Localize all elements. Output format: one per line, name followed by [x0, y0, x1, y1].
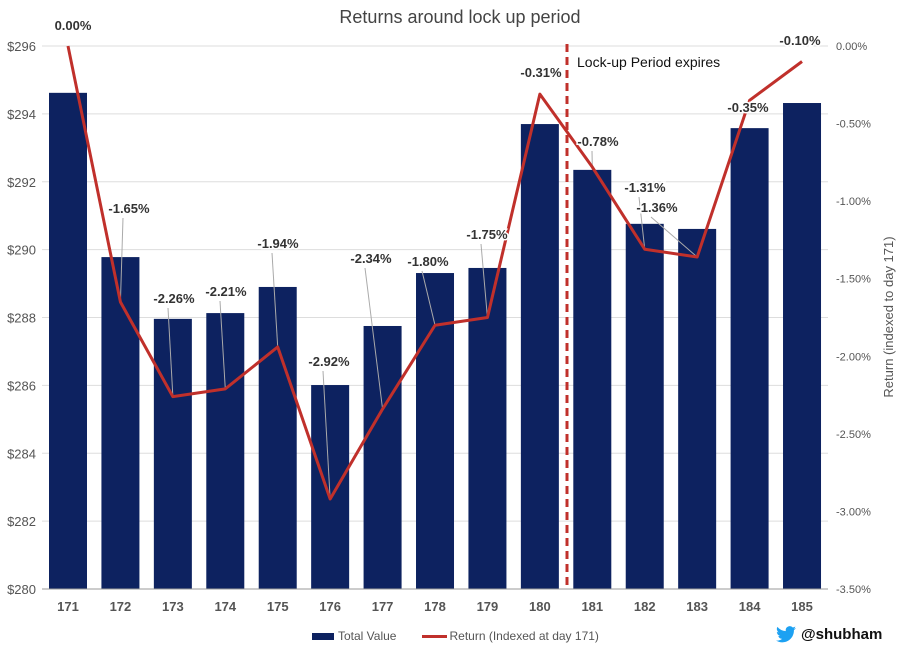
data-label: -0.31% — [520, 65, 562, 80]
left-tick-label: $288 — [7, 311, 36, 326]
left-tick-label: $282 — [7, 514, 36, 529]
x-tick-label: 175 — [267, 599, 289, 614]
x-tick-label: 176 — [319, 599, 341, 614]
twitter-handle: @shubham — [776, 626, 882, 643]
x-tick-label: 185 — [791, 599, 813, 614]
data-label: -0.10% — [779, 33, 821, 48]
twitter-bird-icon — [776, 626, 796, 643]
legend-bar-swatch — [312, 632, 334, 640]
right-tick-label: -1.50% — [836, 274, 871, 286]
label-leader-line — [167, 307, 174, 397]
data-label: -1.36% — [636, 200, 678, 215]
bar — [311, 385, 350, 589]
bar — [206, 313, 245, 589]
data-label: 0.00% — [55, 18, 92, 33]
x-tick-label: 174 — [214, 599, 236, 614]
label-leader-line — [650, 216, 698, 258]
right-tick-label: -1.00% — [836, 196, 871, 208]
x-tick-label: 182 — [634, 599, 656, 614]
label-leader-line — [480, 243, 488, 318]
label-leader-line — [119, 217, 124, 303]
bar — [520, 124, 559, 590]
left-tick-label: $280 — [7, 582, 36, 597]
label-leader-line — [271, 252, 279, 348]
data-label: -1.65% — [108, 201, 150, 216]
left-tick-label: $284 — [7, 446, 36, 461]
bar — [625, 223, 664, 589]
x-tick-label: 181 — [581, 599, 603, 614]
right-tick-label: -2.50% — [836, 429, 871, 441]
legend: Total Value Return (Indexed at day 171) — [312, 629, 599, 643]
left-tick-label: $294 — [7, 107, 36, 122]
data-label: -1.94% — [257, 236, 299, 251]
bar — [101, 257, 140, 589]
x-tick-label: 171 — [57, 599, 79, 614]
right-axis-label: Return (indexed to day 171) — [881, 236, 896, 397]
data-label: -2.34% — [350, 251, 392, 266]
bar — [258, 286, 297, 589]
bar — [678, 228, 717, 589]
x-tick-label: 179 — [477, 599, 499, 614]
label-leader-line — [421, 270, 436, 326]
x-tick-label: 183 — [686, 599, 708, 614]
data-label: -1.75% — [466, 227, 508, 242]
left-tick-label: $292 — [7, 175, 36, 190]
bar — [153, 318, 192, 589]
data-label: -2.26% — [153, 291, 195, 306]
left-tick-label: $296 — [7, 39, 36, 54]
right-tick-label: -0.50% — [836, 119, 871, 131]
x-tick-label: 178 — [424, 599, 446, 614]
x-tick-label: 177 — [372, 599, 394, 614]
legend-return: Return (Indexed at day 171) — [449, 629, 599, 643]
right-tick-label: -2.00% — [836, 351, 871, 363]
data-label: -1.80% — [407, 254, 449, 269]
bar — [573, 169, 612, 589]
bar — [49, 92, 87, 590]
x-tick-label: 180 — [529, 599, 551, 614]
label-leader-line — [638, 196, 646, 250]
legend-line-swatch — [422, 634, 448, 638]
label-leader-line — [364, 267, 384, 410]
left-tick-label: $286 — [7, 378, 36, 393]
data-label: -2.92% — [308, 354, 350, 369]
bar — [363, 325, 402, 589]
data-label: -0.78% — [577, 134, 619, 149]
right-tick-label: 0.00% — [836, 41, 867, 53]
return-line — [66, 45, 803, 501]
bar — [730, 128, 769, 589]
bar — [783, 103, 822, 589]
chart-title: Returns around lock up period — [339, 7, 580, 27]
label-leader-line — [219, 300, 226, 389]
lockup-annotation: Lock-up Period expires — [577, 54, 720, 70]
bar — [416, 273, 455, 589]
left-tick-label: $290 — [7, 243, 36, 258]
right-tick-label: -3.00% — [836, 506, 871, 518]
x-tick-label: 173 — [162, 599, 184, 614]
label-leader-line — [322, 370, 331, 500]
x-tick-label: 172 — [110, 599, 132, 614]
legend-total-value: Total Value — [338, 629, 397, 643]
x-tick-label: 184 — [739, 599, 761, 614]
handle-text: @shubham — [801, 626, 883, 643]
bar — [468, 267, 507, 589]
data-label: -2.21% — [205, 284, 247, 299]
right-tick-label: -3.50% — [836, 584, 871, 596]
data-label: -1.31% — [624, 180, 666, 195]
data-label: -0.35% — [727, 100, 769, 115]
